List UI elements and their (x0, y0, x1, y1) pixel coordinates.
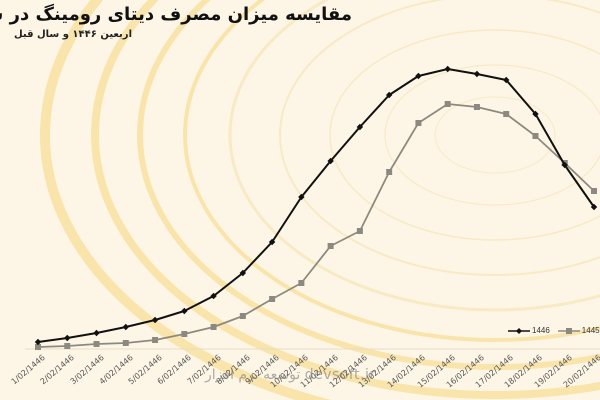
data-point-1445 (239, 313, 246, 319)
data-point-1446 (210, 292, 217, 300)
legend-label-1445: 1445 (581, 326, 600, 335)
data-point-1445 (269, 296, 276, 302)
data-point-1445 (64, 343, 71, 349)
data-point-1446 (503, 76, 510, 84)
square-marker-icon (557, 327, 580, 334)
data-point-1445 (298, 280, 305, 286)
legend-item-1445: 1445 (557, 326, 600, 335)
data-point-1445 (386, 169, 393, 175)
data-point-1446 (590, 203, 598, 211)
watermark: توسعه نرم افزار devsoft.ir (205, 367, 376, 383)
data-point-1446 (268, 238, 276, 246)
data-point-1446 (298, 193, 305, 201)
data-point-1446 (34, 338, 42, 346)
diamond-marker-icon (508, 327, 530, 334)
data-point-1446 (64, 334, 71, 342)
data-point-1446 (239, 269, 247, 277)
data-point-1445 (444, 101, 451, 107)
data-point-1446 (327, 157, 334, 165)
series-1445-line (35, 101, 597, 350)
chart-title: مقایسه میزان مصرف دیتای رومینگ در شبکه ا… (0, 4, 352, 25)
data-point-1445 (93, 341, 100, 347)
data-point-1446 (151, 316, 159, 324)
data-point-1445 (122, 340, 129, 346)
data-point-1445 (327, 243, 334, 249)
data-point-1446 (122, 323, 129, 331)
legend-item-1446: 1446 (508, 326, 550, 335)
series-1446-line (34, 65, 598, 346)
legend-label-1446: 1446 (532, 326, 550, 335)
data-point-1445 (152, 337, 159, 343)
data-point-1446 (181, 307, 188, 315)
data-point-1445 (35, 344, 41, 350)
data-point-1445 (415, 120, 422, 126)
data-point-1445 (473, 104, 480, 110)
data-point-1445 (181, 331, 188, 337)
data-point-1446 (532, 110, 539, 118)
data-point-1446 (473, 70, 481, 78)
chart-header: مقایسه میزان مصرف دیتای رومینگ در شبکه ا… (0, 4, 352, 25)
data-point-1446 (415, 72, 422, 80)
legend: 1446 1445 (508, 326, 600, 335)
data-point-1446 (385, 91, 393, 99)
data-point-1445 (503, 111, 510, 117)
data-point-1445 (532, 133, 539, 139)
data-point-1446 (561, 161, 568, 169)
data-point-1445 (210, 324, 217, 330)
data-point-1445 (356, 228, 363, 234)
data-point-1446 (356, 123, 364, 131)
data-point-1446 (444, 65, 451, 73)
data-point-1446 (93, 329, 100, 337)
data-point-1445 (591, 188, 597, 194)
chart-subtitle: اربعین ۱۴۴۶ و سال قبل (13, 29, 132, 40)
